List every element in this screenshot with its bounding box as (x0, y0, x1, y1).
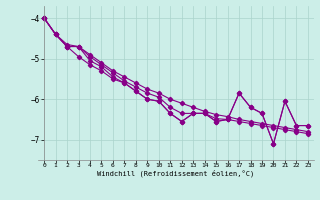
X-axis label: Windchill (Refroidissement éolien,°C): Windchill (Refroidissement éolien,°C) (97, 170, 255, 177)
